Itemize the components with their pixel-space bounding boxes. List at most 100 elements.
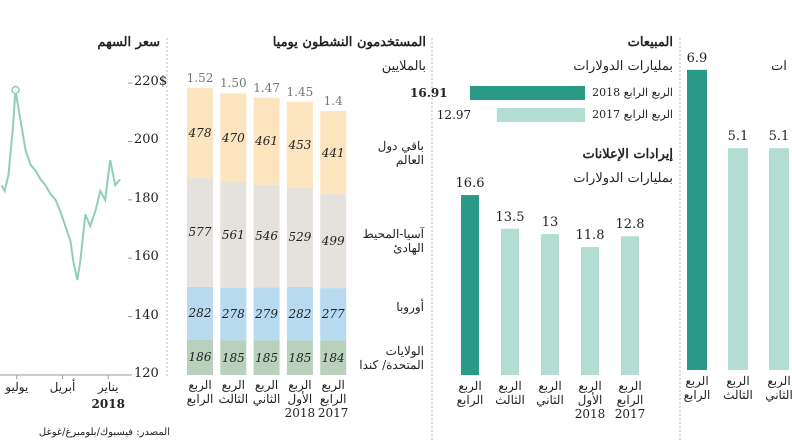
bar bbox=[769, 148, 789, 370]
chart-subtitle: بمليارات الدولارات bbox=[573, 171, 673, 186]
value-label: 11.8 bbox=[575, 228, 605, 244]
x-year-label: 2018 bbox=[91, 397, 125, 411]
total-label: 1.45 bbox=[286, 84, 314, 99]
value-label: 5.1 bbox=[768, 129, 790, 145]
bar-segment bbox=[187, 178, 213, 287]
bar bbox=[541, 234, 559, 375]
chart-title: إيرادات الإعلانات bbox=[582, 147, 673, 162]
x-tick-label: الربع الثالث bbox=[495, 379, 525, 407]
value-label: 12.8 bbox=[615, 217, 645, 233]
y-tick-label: 120 bbox=[134, 366, 159, 381]
bar-segment bbox=[220, 340, 247, 375]
bar bbox=[470, 86, 585, 100]
x-tick-label: الربع الرابع bbox=[456, 379, 484, 407]
value-label: 6.9 bbox=[686, 50, 708, 66]
value-label: 577 bbox=[188, 225, 212, 240]
value-label: 5.1 bbox=[727, 129, 749, 145]
x-tick-label: الربع الرابع 2017 bbox=[317, 378, 349, 420]
value-label: 546 bbox=[255, 229, 279, 244]
value-label: 529 bbox=[288, 230, 312, 245]
x-tick-label: الربع الثاني bbox=[536, 379, 564, 407]
value-label: 561 bbox=[221, 227, 245, 242]
value-label: 185 bbox=[288, 350, 312, 365]
chart-subtitle: ات bbox=[771, 59, 787, 74]
chart-title: المستخدمون النشطون يوميا bbox=[272, 35, 426, 50]
bar bbox=[621, 236, 639, 375]
bar-segment bbox=[286, 187, 313, 287]
value-label: 441 bbox=[321, 145, 345, 160]
bar-segment bbox=[286, 286, 313, 341]
chart-title: سعر السهم bbox=[97, 35, 160, 50]
legend-label: أوروبا bbox=[396, 300, 424, 315]
bar bbox=[728, 148, 748, 370]
bar-segment bbox=[220, 182, 247, 288]
source: المصدر: فيسبوك/بلومبرغ/غوغل bbox=[38, 427, 170, 438]
value-label: 13.5 bbox=[495, 209, 525, 225]
value-label: 453 bbox=[288, 137, 312, 152]
bar bbox=[461, 195, 479, 375]
bar-segment bbox=[253, 184, 280, 288]
total-label: 1.4 bbox=[323, 93, 343, 108]
y-tick-label: الربع الرابع 2018 bbox=[592, 86, 673, 99]
y-tick-label: 200 bbox=[134, 132, 159, 148]
bar bbox=[501, 228, 519, 375]
value-label: 13 bbox=[541, 215, 559, 231]
y-tick-label: 140 bbox=[134, 307, 159, 323]
x-tick-label: الربع الرابع bbox=[683, 374, 711, 402]
chart-subtitle: بالملايين bbox=[381, 59, 426, 74]
x-tick-label: الربع الرابع 2017 bbox=[614, 379, 646, 421]
value-label: 184 bbox=[321, 350, 345, 365]
x-tick-label: الربع الثالث bbox=[723, 374, 753, 402]
bar-segment bbox=[220, 287, 247, 341]
value-label: 282 bbox=[288, 306, 312, 321]
y-tick-label: 180 bbox=[134, 190, 159, 206]
value-label: 16.6 bbox=[455, 176, 485, 192]
chart-title: المبيعات bbox=[627, 35, 673, 50]
peak-marker bbox=[11, 85, 20, 95]
bar bbox=[687, 69, 707, 370]
value-label: 279 bbox=[255, 306, 279, 321]
value-label: 12.97 bbox=[436, 108, 472, 122]
y-tick-label: الربع الرابع 2017 bbox=[592, 108, 673, 121]
x-tick-label: الربع الثاني bbox=[252, 378, 281, 406]
value-label: 461 bbox=[255, 134, 279, 149]
y-tick-label: 220$ bbox=[134, 74, 168, 89]
bar-segment bbox=[220, 93, 247, 183]
value-label: 16.91 bbox=[410, 86, 448, 100]
legend-label: الولايات المتحدة/ كندا bbox=[359, 343, 424, 372]
bar-segment bbox=[253, 97, 280, 185]
bar-segment bbox=[320, 288, 347, 341]
bar-segment bbox=[320, 194, 347, 289]
legend-label: آسيا-المحيط الهادئ bbox=[362, 227, 424, 256]
value-label: 470 bbox=[221, 130, 245, 145]
total-label: 1.50 bbox=[219, 76, 247, 91]
bar-segment bbox=[286, 101, 313, 188]
value-label: 185 bbox=[221, 350, 245, 365]
value-label: 277 bbox=[321, 307, 345, 322]
x-tick-label: الربع الأول 2018 bbox=[574, 379, 606, 421]
value-label: 499 bbox=[321, 234, 345, 249]
total-label: 1.47 bbox=[253, 80, 280, 95]
line bbox=[0, 89, 121, 281]
chart-subtitle: بمليارات الدولارات bbox=[573, 59, 673, 74]
x-tick-label: أبريل bbox=[49, 380, 76, 394]
bar-segment bbox=[187, 88, 213, 179]
x-tick-label: الربع الأول 2018 bbox=[284, 378, 316, 420]
x-tick-label: يوليو bbox=[5, 380, 29, 394]
x-tick-label: الربع الثالث bbox=[218, 378, 249, 406]
bar-segment bbox=[286, 340, 313, 375]
value-label: 186 bbox=[188, 350, 212, 365]
bar-segment bbox=[187, 339, 213, 375]
bar-segment bbox=[320, 340, 347, 375]
value-label: 278 bbox=[221, 306, 245, 321]
x-tick-label: يناير bbox=[97, 380, 119, 394]
x-tick-label: الربع الثاني bbox=[765, 374, 792, 402]
bar-segment bbox=[320, 110, 347, 195]
value-label: 478 bbox=[188, 126, 212, 141]
value-label: 282 bbox=[188, 306, 212, 321]
y-tick-label: 160 bbox=[134, 249, 159, 265]
bar-segment bbox=[253, 287, 280, 341]
bar bbox=[496, 108, 585, 122]
